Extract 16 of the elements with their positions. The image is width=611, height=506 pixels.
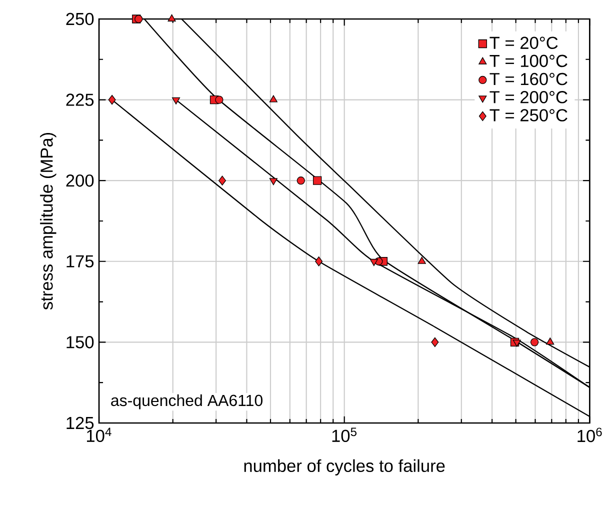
x-axis-title: number of cycles to failure — [244, 459, 445, 476]
legend-label: T = 250°C — [490, 109, 568, 122]
legend-label: T = 20°C — [490, 36, 558, 49]
legend-label: T = 200°C — [490, 91, 568, 104]
y-tick-label: 250 — [66, 12, 94, 26]
legend-label: T = 100°C — [490, 54, 568, 68]
y-tick-label: 125 — [66, 416, 94, 430]
y-tick-label: 150 — [66, 336, 94, 348]
annotation: as-quenched AA6110 — [111, 394, 262, 410]
x-tick-label: 10$^{5}$ — [332, 428, 357, 442]
y-tick-label: 175 — [66, 255, 94, 268]
x-tick-label: 10$^{6}$ — [578, 428, 602, 442]
legend-label: T = 160°C — [490, 72, 568, 86]
y-tick-label: 225 — [66, 94, 94, 106]
y-axis-title: stress amplitude (MPa) — [40, 132, 56, 310]
y-tick-label: 200 — [66, 174, 94, 187]
